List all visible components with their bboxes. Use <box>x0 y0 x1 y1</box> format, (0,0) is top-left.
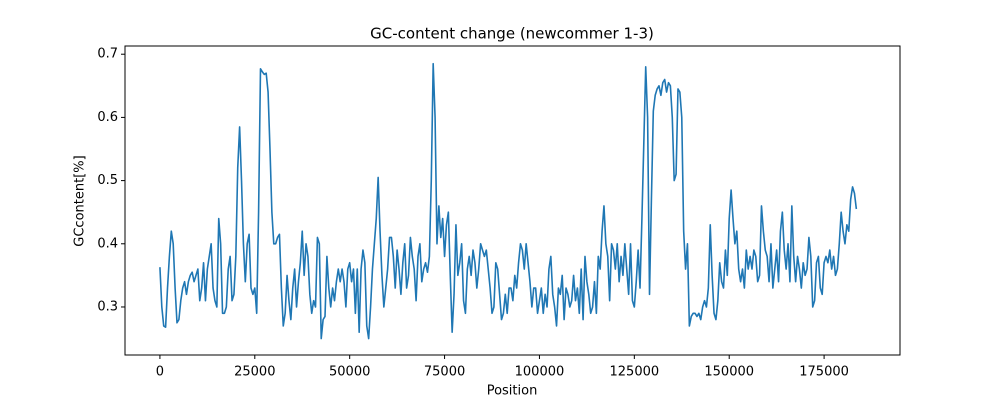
data-line <box>159 62 858 340</box>
y-tick-label: 0.6 <box>97 110 118 125</box>
chart-title: GC-content change (newcommer 1-3) <box>370 25 654 43</box>
y-tick-label: 0.3 <box>97 299 118 314</box>
x-tick-label: 0 <box>156 365 164 380</box>
y-tick-label: 0.5 <box>97 173 118 188</box>
x-tick-label: 100000 <box>515 365 565 380</box>
x-tick-label: 75000 <box>424 365 465 380</box>
plot-frame <box>124 45 901 356</box>
x-tick-label: 175000 <box>799 365 849 380</box>
y-tick-label: 0.4 <box>97 236 118 251</box>
x-tick-label: 150000 <box>704 365 754 380</box>
x-tick-label: 25000 <box>234 365 275 380</box>
y-tick-label: 0.7 <box>97 47 118 62</box>
x-axis-label: Position <box>487 384 538 399</box>
x-tick-label: 125000 <box>610 365 660 380</box>
y-axis-label: GCcontent[%] <box>73 155 88 246</box>
x-tick-label: 50000 <box>329 365 370 380</box>
